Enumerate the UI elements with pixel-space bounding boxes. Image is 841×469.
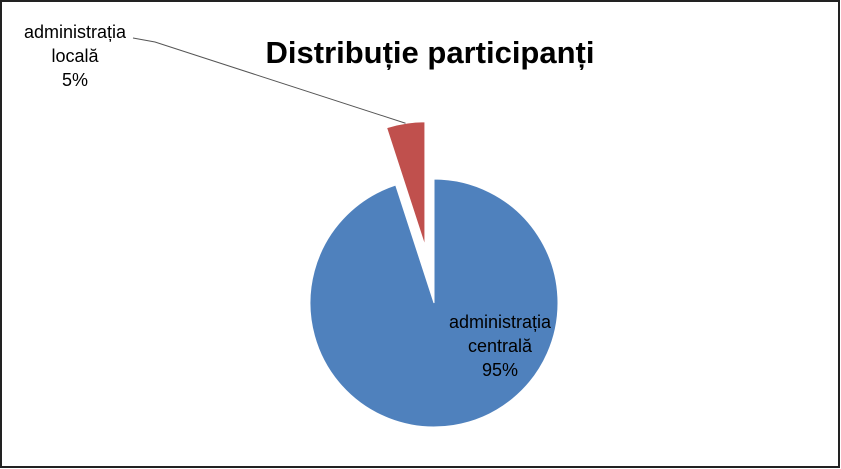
- slice-label: administrația locală 5%: [5, 20, 145, 92]
- pie-slice: [385, 121, 426, 246]
- value-label: 95%: [481, 360, 519, 380]
- chart-title: Distribuție participanți: [266, 35, 595, 70]
- slice-label-text: administrația locală 5%: [5, 20, 145, 92]
- category-label: administrația centrală: [448, 312, 552, 356]
- slice-label-text: administrația centrală 95%: [430, 310, 570, 382]
- leader-line: [132, 37, 406, 124]
- slice-label: administrația centrală 95%: [430, 310, 570, 382]
- category-label: administrația locală: [23, 22, 127, 66]
- pie-slice: [309, 178, 559, 428]
- value-label: 5%: [61, 70, 88, 90]
